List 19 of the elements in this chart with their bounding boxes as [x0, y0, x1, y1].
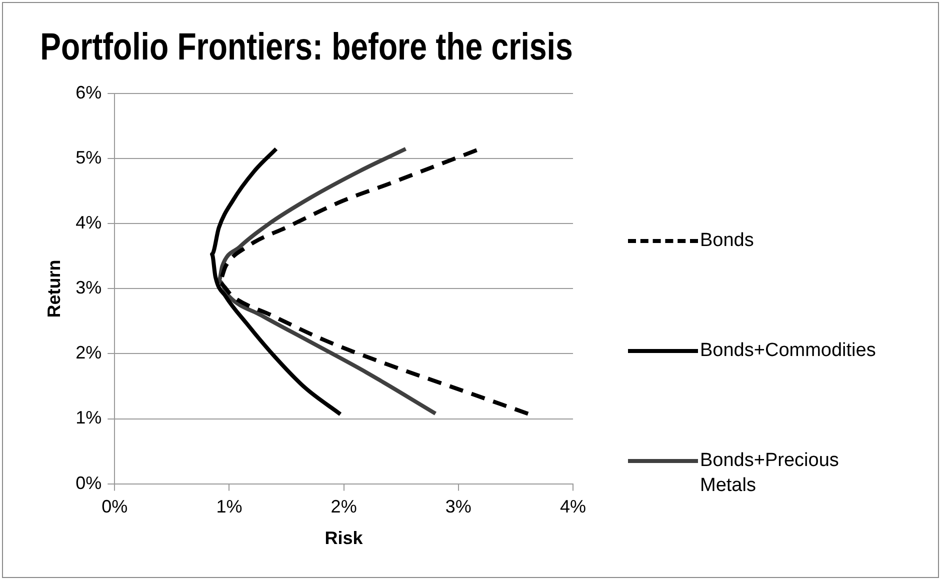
x-axis-title: Risk — [324, 528, 364, 548]
y-tick-label: 5% — [76, 148, 102, 168]
y-tick-label: 1% — [76, 408, 102, 428]
x-tick-label: 0% — [102, 496, 128, 517]
y-tick-label: 4% — [76, 212, 102, 233]
y-tick-label: 2% — [76, 342, 102, 363]
y-tick-label: 0% — [76, 472, 102, 493]
legend-label: Bonds+Commodities — [700, 339, 876, 363]
y-tick-label: 3% — [76, 278, 102, 298]
y-axis-title: Return — [44, 260, 64, 318]
legend-label: Bonds — [700, 229, 755, 253]
y-tick-label: 6% — [76, 82, 102, 103]
x-tick-label: 2% — [330, 496, 357, 517]
line-series — [216, 146, 438, 416]
x-tick-label: 3% — [445, 496, 472, 517]
x-tick-label: 1% — [216, 496, 242, 517]
legend-label: Bonds+Precious Metals — [700, 449, 840, 498]
x-tick-label: 4% — [560, 496, 586, 517]
chart-title: Portfolio Frontiers: before the crisis — [40, 26, 573, 68]
